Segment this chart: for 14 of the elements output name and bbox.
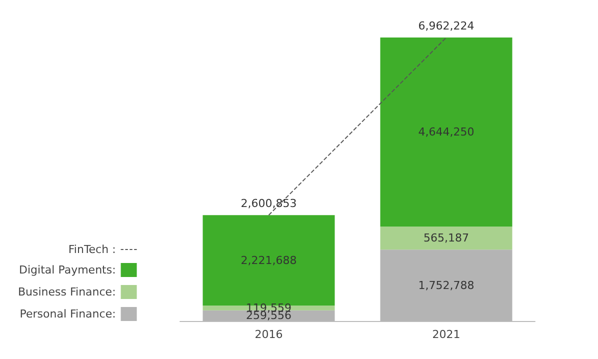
data-label: 2,600,853 (240, 197, 297, 210)
legend-label: Personal Finance: (20, 308, 116, 320)
data-label: 2,221,688 (240, 254, 297, 267)
bar (380, 226, 512, 250)
legend-label: Business Finance: (18, 286, 116, 298)
bar (380, 38, 512, 227)
x-tick-label: 2021 (432, 328, 460, 341)
data-label: 4,644,250 (418, 126, 474, 139)
legend-label: FinTech : (68, 243, 116, 256)
data-label: 6,962,224 (418, 20, 474, 33)
legend-label: Digital Payments: (19, 264, 116, 276)
data-label: 565,187 (424, 232, 469, 245)
data-label: 1,752,788 (418, 278, 474, 292)
x-tick-label: 2016 (254, 328, 283, 341)
